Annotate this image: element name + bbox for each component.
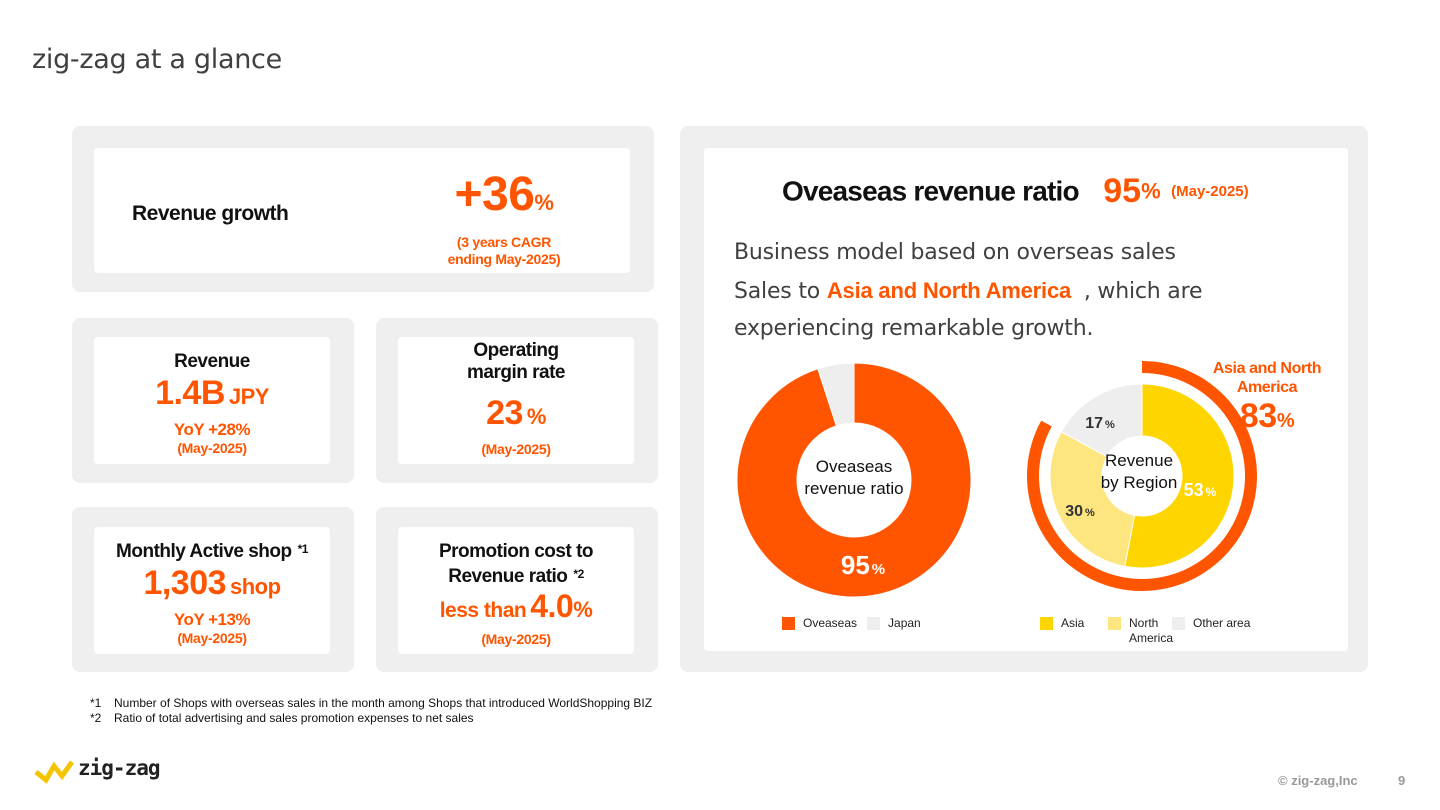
donut-slice-japan [817, 362, 855, 427]
monthly-active-shop-card: Monthly Active shop *1 1,303 shop YoY +13… [72, 507, 354, 672]
donut-data-label: 30% [1065, 503, 1095, 520]
copyright: © zig-zag,Inc [1278, 773, 1358, 788]
revenue-growth-card: Revenue growth +36% (3 years CAGR ending… [72, 126, 654, 292]
page-number: 9 [1398, 773, 1406, 788]
legend-swatch [867, 617, 881, 630]
operating-margin-value: 23 % [486, 394, 546, 432]
donut-slice-north-america [1049, 430, 1136, 567]
footnote-1: *1 Number of Shops with overseas sales in… [90, 696, 653, 710]
promotion-cost-card: Promotion cost to Revenue ratio *2 less t… [376, 507, 658, 672]
donut-data-label: 17% [1085, 415, 1115, 432]
monthly-active-shop-label: Monthly Active shop *1 [116, 541, 308, 562]
monthly-active-shop-period: (May-2025) [177, 630, 247, 646]
promotion-cost-value: less than 4.0% [439, 588, 593, 624]
legend-item-overseas: Oveaseas [782, 616, 857, 630]
zig-zag-logo-text: zig-zag [78, 756, 161, 780]
revenue-growth-value-block: +36% (3 years CAGR ending May-2025) [424, 170, 584, 268]
overseas-heading: Oveaseas revenue ratio 95% (May-2025) [782, 172, 1249, 210]
donut-slice-oveaseas [736, 362, 972, 598]
revenue-growth-label: Revenue growth [132, 202, 289, 225]
asia-north-america-callout: Asia and North America 83% [1212, 360, 1322, 435]
donut-data-label: 53% [1184, 480, 1217, 500]
revenue-growth-value: +36% [454, 168, 554, 221]
chart1-legend: Oveaseas Japan [782, 616, 921, 630]
legend-item-asia: Asia [1040, 616, 1108, 646]
overseas-description: Business model based on overseas sales S… [734, 240, 1203, 341]
operating-margin-period: (May-2025) [481, 441, 551, 457]
legend-item-japan: Japan [867, 616, 921, 630]
revenue-label: Revenue [174, 351, 250, 372]
revenue-period: (May-2025) [177, 440, 247, 456]
revenue-value: 1.4B JPY [155, 374, 269, 412]
page-title: zig-zag at a glance [32, 44, 282, 75]
monthly-active-shop-value: 1,303 shop [143, 564, 281, 602]
footnotes: *1 Number of Shops with overseas sales in… [90, 696, 652, 726]
chart1-center-label: Oveaseas revenue ratio [804, 457, 904, 498]
legend-swatch [1172, 617, 1185, 630]
region-revenue-donut-chart: 53 % 30 % 17% [1027, 361, 1257, 591]
monthly-active-shop-yoy: YoY +13% [173, 610, 251, 629]
footnote-2: *2 Ratio of total advertising and sales p… [90, 711, 474, 725]
legend-item-north-america: North America [1108, 616, 1173, 646]
donut-data-label: 95% [841, 550, 885, 580]
donut-slice-asia [1124, 383, 1235, 569]
zig-zag-logo: zig-zag [34, 752, 161, 784]
promotion-cost-label: Promotion cost to Revenue ratio *2 [438, 541, 594, 587]
legend-swatch [1108, 617, 1121, 630]
zig-zag-logo-icon [34, 760, 74, 784]
legend-swatch [782, 617, 795, 630]
operating-margin-card: Operating margin rate 23 % (May-2025) [376, 318, 658, 483]
legend-swatch [1040, 617, 1053, 630]
promotion-cost-period: (May-2025) [481, 631, 551, 647]
operating-margin-label: Operating margin rate [467, 340, 565, 383]
revenue-card: Revenue 1.4B JPY YoY +28% (May-2025) [72, 318, 354, 483]
legend-item-other-area: Other area [1172, 616, 1250, 646]
chart2-center-label: Revenue by Region [1100, 451, 1178, 492]
donut-slice-other-area [1060, 383, 1143, 458]
chart2-legend: Asia North America Other area [1040, 616, 1250, 646]
revenue-yoy: YoY +28% [173, 420, 251, 439]
revenue-growth-note: (3 years CAGR ending May-2025) [447, 234, 561, 267]
overseas-revenue-donut-chart: 95% [736, 362, 972, 598]
